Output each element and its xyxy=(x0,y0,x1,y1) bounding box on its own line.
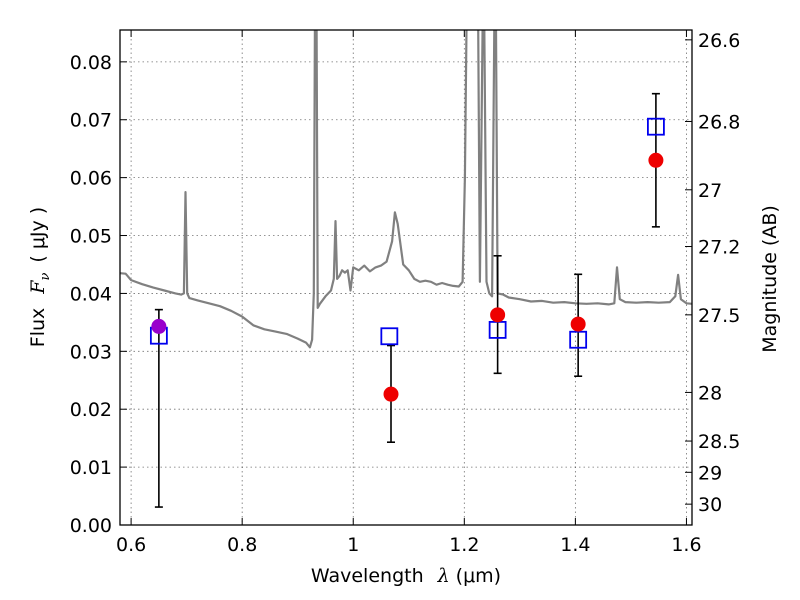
y-tick-label: 0.03 xyxy=(70,341,112,363)
observed-photometry-point xyxy=(648,152,664,168)
x-tick-label: 1.4 xyxy=(560,534,590,556)
model-photometry-square xyxy=(380,327,399,346)
x-tick-label: 0.8 xyxy=(227,534,257,556)
model-photometry-square xyxy=(647,117,665,136)
observed-photometry-point xyxy=(151,318,167,334)
x-axis-title: Wavelength λ (μm) xyxy=(311,565,501,587)
y2-tick-label: 27 xyxy=(698,180,722,202)
axis-ticks: 0.6 0.8 1 1.2 1.4 1.6 0.00 0.01 0.02 0.03 0.04 0.05… xyxy=(70,30,741,556)
y-tick-label: 0.02 xyxy=(70,399,112,421)
y-tick-label: 0.07 xyxy=(70,110,112,132)
y2-tick-label: 26.8 xyxy=(698,111,740,133)
observed-photometry-point xyxy=(383,386,399,402)
observed-photometry-markers xyxy=(151,152,664,402)
y-tick-label: 0.04 xyxy=(70,283,112,305)
x-tick-label: 0.6 xyxy=(116,534,146,556)
observed-photometry-point xyxy=(570,316,586,332)
plot-frame xyxy=(119,29,693,526)
y2-tick-label: 26.6 xyxy=(698,30,740,52)
y-tick-label: 0.01 xyxy=(70,457,112,479)
spectrum-line xyxy=(120,30,692,349)
y2-axis-title: Magnitude (AB) xyxy=(759,205,781,353)
model-spectrum xyxy=(120,30,692,349)
y-tick-label: 0.06 xyxy=(70,168,112,190)
model-photometry-square xyxy=(569,330,588,349)
y2-tick-label: 29 xyxy=(698,462,722,484)
y2-tick-label: 27.5 xyxy=(698,305,740,327)
y2-tick-label: 28.5 xyxy=(698,431,740,453)
y2-tick-label: 30 xyxy=(698,494,722,516)
y-tick-label: 0.00 xyxy=(70,515,112,537)
y-axis-title: FluxFν( μJy ) xyxy=(27,207,53,347)
error-bars xyxy=(154,92,660,508)
y2-tick-label: 28 xyxy=(698,382,722,404)
x-tick-label: 1 xyxy=(347,534,359,556)
grid xyxy=(120,30,692,526)
observed-photometry-point xyxy=(490,307,506,323)
y2-tick-label: 27.2 xyxy=(698,237,740,259)
x-tick-label: 1.6 xyxy=(671,534,701,556)
y-tick-label: 0.08 xyxy=(70,52,112,74)
y-tick-label: 0.05 xyxy=(70,226,112,248)
model-photometry-markers xyxy=(149,117,665,349)
x-tick-label: 1.2 xyxy=(449,534,479,556)
